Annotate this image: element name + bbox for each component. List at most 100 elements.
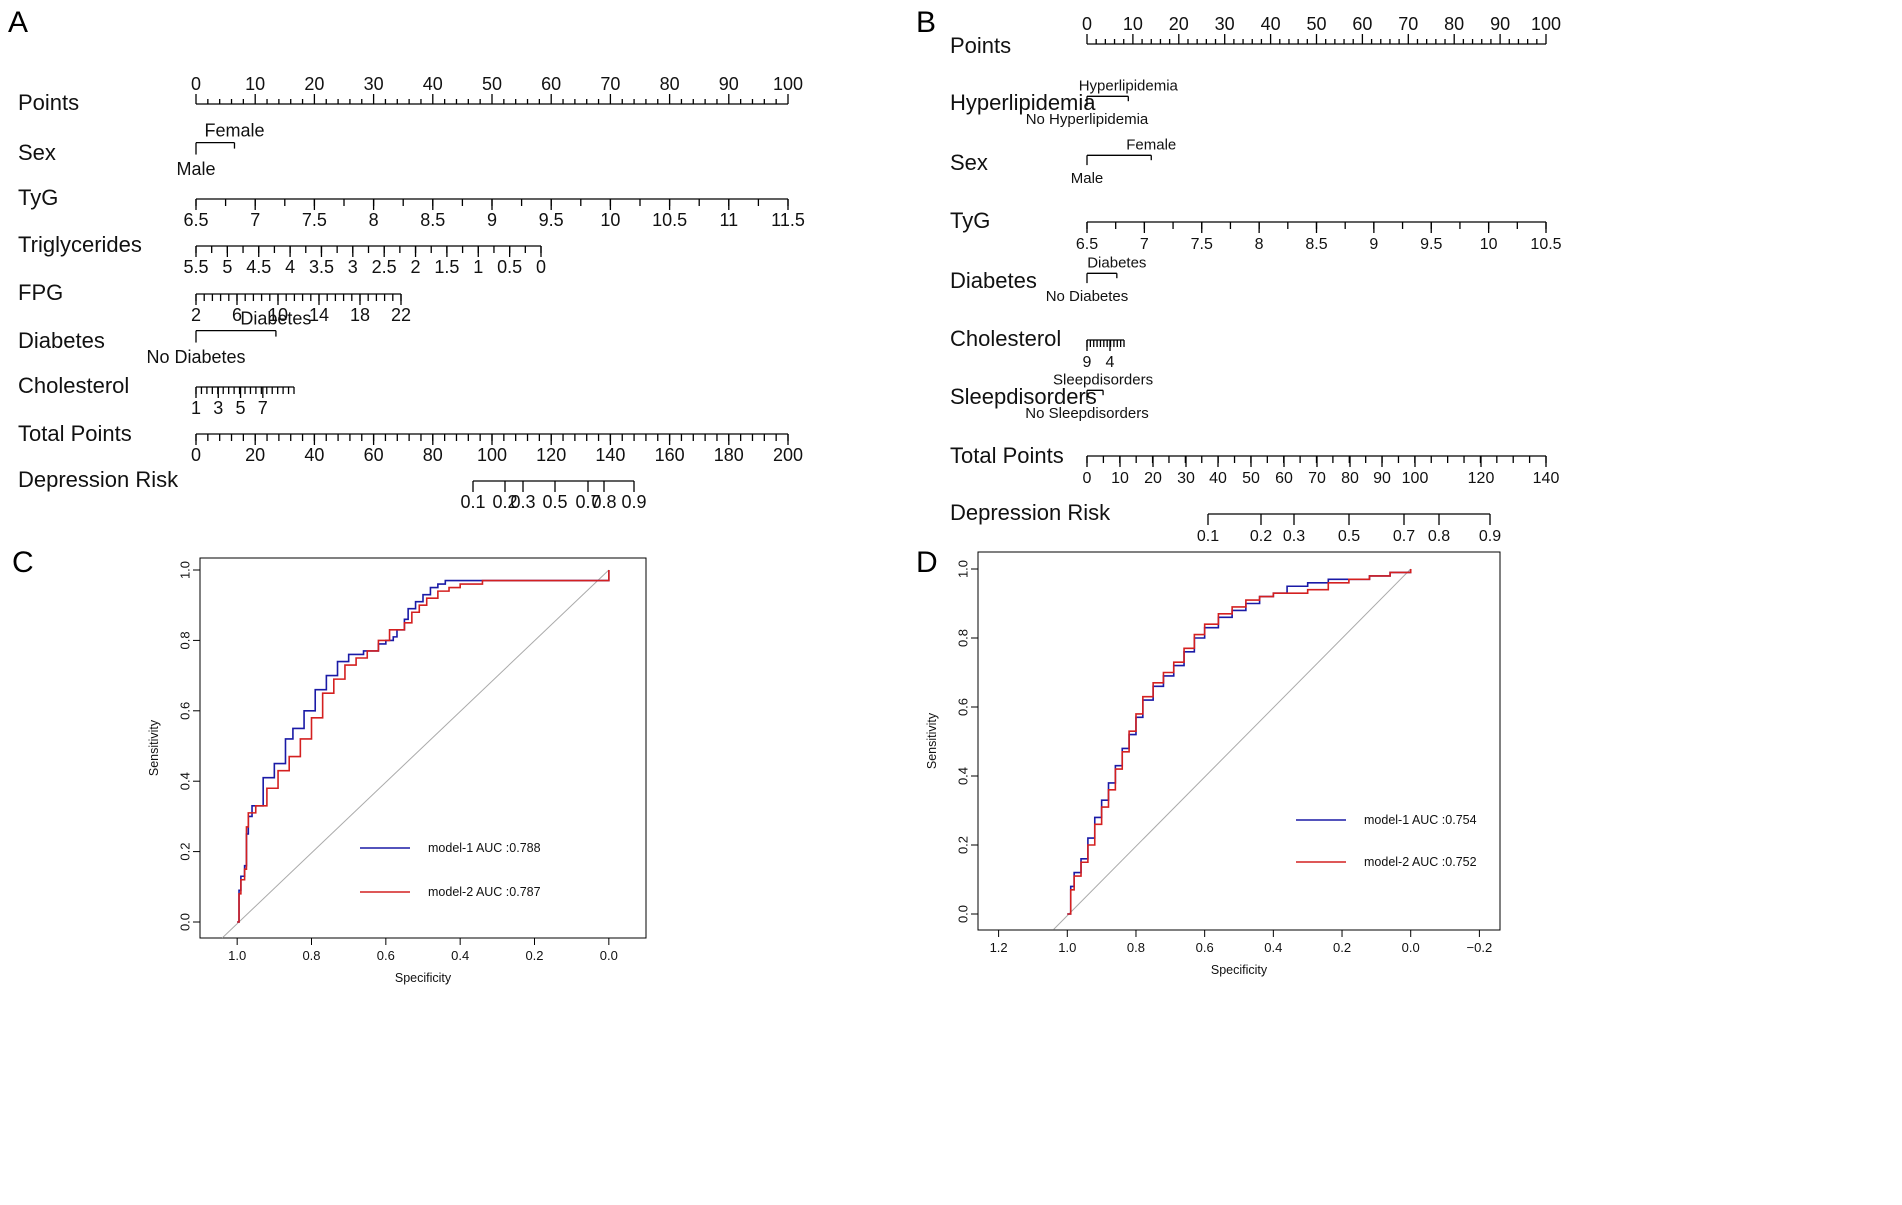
tick-label: 11 (719, 210, 738, 230)
tick-label: 6 (232, 305, 242, 325)
tick-label: 0 (191, 445, 201, 465)
tick-label: 0 (1082, 14, 1092, 34)
tick-label: 40 (1209, 470, 1227, 487)
tick-label: 8.5 (420, 210, 445, 230)
tick-label: 10 (1111, 470, 1129, 487)
tick-label: 9.5 (1420, 236, 1442, 253)
tick-label: 10 (1480, 236, 1498, 253)
tick-label: 0 (191, 74, 201, 94)
level-label: Hyperlipidemia (1079, 77, 1179, 94)
x-tick-label: 1.0 (228, 948, 246, 963)
legend-label-model-2: model-2 AUC :0.787 (428, 885, 541, 899)
x-tick-label: −0.2 (1467, 940, 1493, 955)
variable-label: Cholesterol (18, 373, 129, 398)
legend-label-model-1: model-1 AUC :0.754 (1364, 813, 1477, 827)
level-label: No Hyperlipidemia (1026, 111, 1149, 128)
tick-label: 4 (1106, 354, 1115, 371)
level-label: Female (1126, 136, 1176, 153)
tick-label: 9 (1369, 236, 1378, 253)
tick-label: 4 (285, 257, 295, 277)
tick-label: 20 (1144, 470, 1162, 487)
y-tick-label: 0.6 (955, 698, 970, 716)
tick-label: 40 (1261, 14, 1281, 34)
tick-label: 5 (236, 398, 246, 418)
tick-label: 4.5 (246, 257, 271, 277)
tick-label: 200 (773, 445, 803, 465)
y-axis-title: Sensitivity (925, 712, 939, 769)
tick-label: 80 (660, 74, 680, 94)
level-label: Female (204, 121, 264, 141)
tick-label: 140 (595, 445, 625, 465)
tick-label: 120 (536, 445, 566, 465)
tick-label: 8 (369, 210, 379, 230)
tick-label: 0.9 (1479, 528, 1501, 545)
tick-label: 0.1 (1197, 528, 1219, 545)
tick-label: 1 (191, 398, 201, 418)
y-axis-title: Sensitivity (147, 719, 161, 776)
y-tick-label: 0.8 (177, 631, 192, 649)
variable-label: Sex (950, 150, 988, 175)
plot-frame (977, 551, 1501, 931)
y-tick-label: 0.4 (955, 767, 970, 785)
tick-label: 50 (1306, 14, 1326, 34)
tick-label: 1 (473, 257, 483, 277)
tick-label: 160 (655, 445, 685, 465)
tick-label: 9.5 (539, 210, 564, 230)
level-label: Male (1071, 170, 1104, 187)
x-tick-label: 0.4 (451, 948, 469, 963)
variable-label: Points (950, 33, 1011, 58)
tick-label: 90 (1373, 470, 1391, 487)
variable-label: FPG (18, 280, 63, 305)
y-tick-label: 1.0 (177, 561, 192, 579)
variable-label: Points (18, 90, 79, 115)
x-tick-label: 0.8 (302, 948, 320, 963)
tick-label: 90 (1490, 14, 1510, 34)
tick-label: 30 (1215, 14, 1235, 34)
tick-label: 22 (391, 305, 411, 325)
tick-label: 18 (350, 305, 370, 325)
variable-label: Diabetes (18, 328, 105, 353)
variable-label: Hyperlipidemia (950, 90, 1096, 115)
tick-label: 10 (268, 305, 288, 325)
x-tick-label: 1.2 (990, 940, 1008, 955)
panel-label-b: B (916, 6, 936, 39)
variable-label: Sex (18, 140, 56, 165)
y-tick-label: 0.2 (177, 843, 192, 861)
x-tick-label: 0.8 (1127, 940, 1145, 955)
tick-label: 10 (600, 210, 620, 230)
tick-label: 80 (423, 445, 443, 465)
tick-label: 90 (719, 74, 739, 94)
x-tick-label: 0.2 (1333, 940, 1351, 955)
tick-label: 0.8 (1428, 528, 1450, 545)
tick-label: 0.3 (1283, 528, 1305, 545)
tick-label: 140 (1533, 470, 1560, 487)
x-axis-title: Specificity (395, 971, 452, 985)
tick-label: 14 (309, 305, 329, 325)
tick-label: 10 (1123, 14, 1143, 34)
level-label: Diabetes (240, 309, 311, 329)
tick-label: 10.5 (1530, 236, 1561, 253)
tick-label: 3 (348, 257, 358, 277)
level-label: No Diabetes (1046, 288, 1129, 305)
tick-label: 20 (245, 445, 265, 465)
y-tick-label: 0.0 (955, 905, 970, 923)
level-label: No Diabetes (146, 347, 245, 367)
tick-label: 2 (191, 305, 201, 325)
variable-label: Sleepdisorders (950, 384, 1097, 409)
variable-label: Triglycerides (18, 232, 142, 257)
tick-label: 80 (1444, 14, 1464, 34)
tick-label: 40 (423, 74, 443, 94)
legend-label-model-2: model-2 AUC :0.752 (1364, 855, 1477, 869)
roc-panel-d: D 0.0 0.2 0.4 0.6 0.8 1.0 1.2 1.0 0.8 0.6 0.4 0.2 0.0… (916, 546, 1501, 977)
tick-label: 0.8 (591, 492, 616, 512)
panel-label-a: A (8, 6, 28, 39)
tick-label: 5.5 (183, 257, 208, 277)
x-tick-label: 0.6 (377, 948, 395, 963)
tick-label: 100 (773, 74, 803, 94)
x-tick-label: 0.0 (600, 948, 618, 963)
tick-label: 3.5 (309, 257, 334, 277)
tick-label: 2 (411, 257, 421, 277)
tick-label: 30 (1177, 470, 1195, 487)
